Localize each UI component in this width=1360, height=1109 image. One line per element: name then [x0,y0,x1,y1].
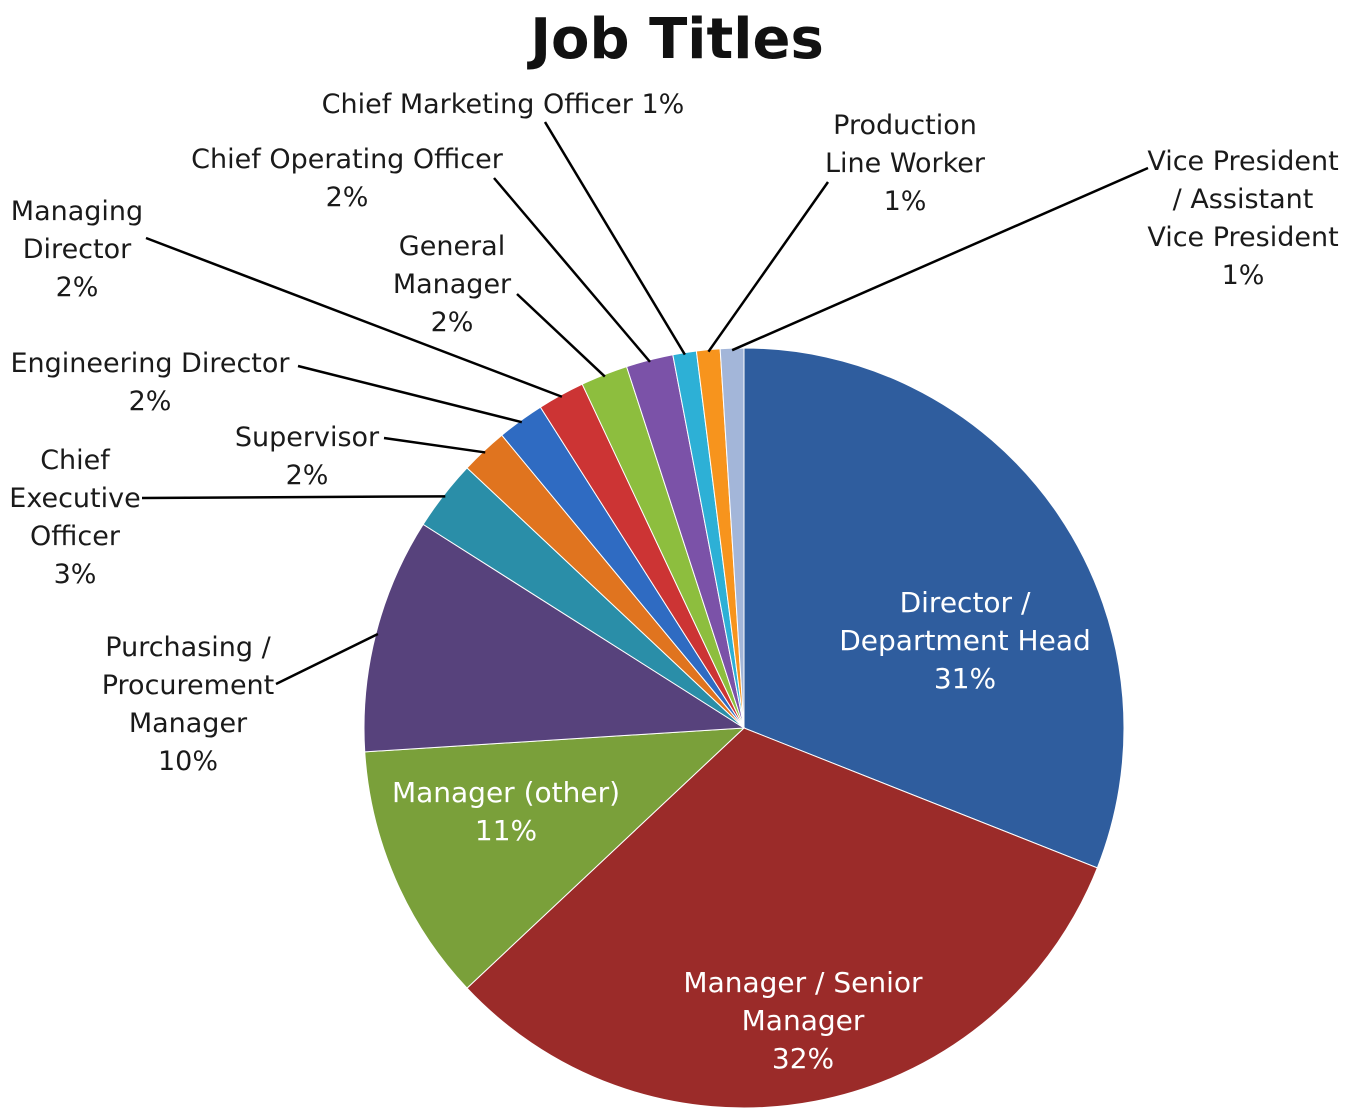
slice-director-department-head [743,347,1125,869]
data-label-vice-president-assistant-vice-president: Vice President / Assistant Vice President 1… [1147,146,1338,291]
data-label-engineering-director: Engineering Director 2% [10,348,290,417]
data-label-supervisor: Supervisor 2% [235,422,380,491]
data-label-purchasing-procurement-manager: Purchasing / Procurement Manager 10% [102,632,275,777]
chart-title: Job Titles [526,7,824,72]
data-label-general-manager: General Manager 2% [393,231,512,338]
leader-line-production-line-worker [707,181,830,353]
slice-manager-senior-manager [466,727,1098,1109]
leader-line-supervisor [383,436,486,454]
data-label-managing-director: Managing Director 2% [11,196,143,303]
labels-group: Director / Department Head 31% Manager / Se… [9,89,1338,1075]
data-label-chief-operating-officer: Chief Operating Officer 2% [191,144,504,213]
leader-line-chief-executive-officer [141,495,446,500]
data-label-production-line-worker: Production Line Worker 1% [825,110,986,217]
leader-lines-group [141,121,1149,686]
data-label-manager-other: Manager (other) 11% [392,776,620,847]
leader-line-chief-marketing-officer [543,121,686,356]
data-label-manager-senior-manager: Manager / Senior Manager 32% [683,966,923,1075]
leader-line-vice-president-assistant-vice-president [731,166,1149,352]
leader-line-purchasing-procurement-manager [275,632,379,686]
slice-vice-president-assistant-vice-president [719,347,745,729]
data-label-chief-executive-officer: Chief Executive Officer 3% [9,445,140,590]
data-label-chief-marketing-officer: Chief Marketing Officer 1% [322,89,685,120]
leader-line-chief-operating-officer [493,177,651,363]
slices-group [363,347,1125,1109]
data-label-director-department-head: Director / Department Head 31% [839,586,1091,695]
leader-line-engineering-director [297,364,523,424]
leader-line-managing-director [145,236,563,398]
leader-line-general-manager [516,293,606,378]
slice-manager-other [364,727,746,989]
